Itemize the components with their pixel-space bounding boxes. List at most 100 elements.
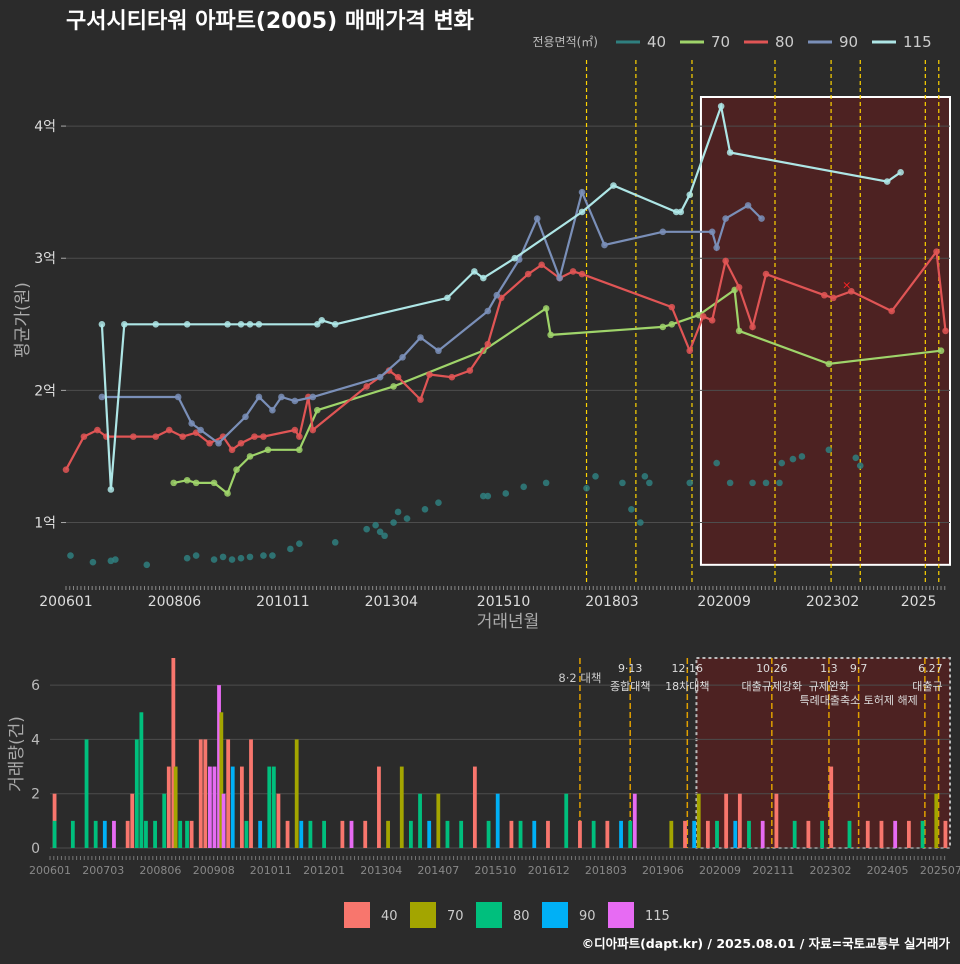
volume-bar-40: [276, 793, 281, 848]
data-point-80: [538, 261, 545, 269]
data-point-40: [637, 519, 644, 526]
policy-title-label: 종합대책: [610, 680, 650, 693]
volume-legend-label-70: 70: [447, 909, 464, 924]
data-point-80: [251, 433, 258, 440]
data-point-115: [246, 321, 254, 328]
data-point-90: [722, 215, 729, 222]
data-point-80: [228, 446, 236, 454]
data-point-40: [778, 459, 786, 467]
volume-bar-80: [271, 766, 276, 848]
chart-title: 구서시티타워 아파트(2005) 매매가격 변화: [66, 9, 474, 34]
data-point-115: [331, 321, 339, 328]
data-point-40: [435, 499, 442, 507]
data-point-90: [758, 215, 765, 222]
data-point-115: [897, 169, 904, 176]
data-point-115: [107, 486, 115, 493]
data-point-80: [578, 270, 586, 278]
volume-bar-40: [130, 793, 135, 848]
x-tick-label: 201803: [585, 594, 638, 610]
volume-bar-80: [792, 820, 797, 848]
data-point-90: [601, 241, 608, 249]
data-point-115: [883, 178, 891, 185]
y-tick-label: 3억: [34, 251, 56, 267]
y-tick-label: 1억: [34, 516, 56, 532]
data-point-70: [659, 323, 667, 331]
x-tick-label: 201304: [365, 594, 419, 610]
data-point-80: [708, 317, 716, 324]
legend-label-70: 70: [711, 33, 730, 51]
legend-title: 전용면적(㎡): [532, 35, 598, 49]
data-point-40: [363, 525, 370, 533]
data-point-40: [713, 459, 720, 467]
volume-bar-80: [847, 820, 852, 848]
data-point-115: [578, 208, 586, 216]
volume-bar-115: [217, 685, 221, 848]
data-point-90: [399, 354, 406, 361]
volume-bar-80: [70, 820, 75, 848]
volume-x-tick-label: 201612: [528, 864, 570, 877]
data-point-80: [165, 426, 173, 434]
volume-bar-115: [207, 766, 212, 848]
x-tick-label: 201011: [256, 594, 309, 610]
policy-date-label: 9·13: [618, 662, 643, 675]
volume-bar-40: [578, 820, 582, 848]
data-point-40: [776, 479, 783, 487]
volume-x-tick-label: 201407: [417, 864, 459, 877]
data-point-115: [480, 274, 487, 282]
volume-y-tick-label: 0: [31, 841, 40, 857]
y-tick-label: 4억: [34, 119, 56, 135]
data-point-80: [830, 294, 837, 302]
volume-bar-70: [696, 793, 701, 848]
volume-bar-40: [377, 766, 381, 848]
data-point-90: [533, 215, 541, 222]
data-point-70: [224, 490, 231, 497]
volume-bar-80: [185, 820, 189, 848]
volume-legend-label-80: 80: [513, 909, 530, 924]
data-point-40: [296, 540, 303, 547]
data-point-115: [717, 102, 725, 110]
data-point-40: [686, 479, 694, 487]
volume-y-tick-label: 6: [31, 678, 40, 694]
volume-x-tick-label: 201906: [642, 864, 684, 877]
policy-title-label: 대출규: [912, 680, 942, 693]
data-point-70: [825, 360, 833, 368]
data-point-80: [206, 439, 213, 447]
policy-date-label: 10.26: [756, 662, 788, 675]
volume-bar-115: [212, 766, 217, 848]
data-point-90: [188, 420, 195, 427]
data-point-115: [237, 321, 245, 328]
data-point-40: [381, 532, 388, 540]
data-point-80: [448, 373, 456, 381]
y-tick-label: 2억: [34, 383, 56, 399]
x-tick-label: 200806: [148, 594, 202, 610]
data-point-90: [278, 393, 285, 401]
data-point-115: [471, 268, 478, 275]
data-point-115: [318, 317, 326, 324]
policy-date-label: 9·7: [850, 662, 868, 675]
data-point-40: [726, 479, 734, 487]
volume-bar-40: [472, 766, 477, 848]
data-point-40: [269, 552, 276, 559]
volume-y-tick-label: 4: [31, 732, 40, 748]
data-point-115: [255, 321, 263, 328]
volume-bar-80: [52, 820, 57, 848]
volume-bar-80: [153, 820, 157, 848]
volume-bar-40: [546, 820, 550, 848]
data-point-90: [309, 393, 317, 401]
policy-date-label: 8·2 대책: [558, 671, 601, 685]
series-line-90: [101, 188, 763, 445]
volume-bar-80: [144, 820, 148, 848]
data-point-70: [390, 383, 397, 390]
data-point-80: [152, 433, 160, 440]
volume-bar-80: [308, 820, 313, 848]
data-point-40: [112, 556, 119, 563]
data-point-90: [659, 228, 667, 236]
volume-bar-70: [173, 766, 178, 848]
volume-bar-80: [486, 820, 491, 848]
volume-bar-40: [774, 793, 779, 848]
data-point-80: [466, 367, 474, 374]
volume-legend-label-40: 40: [381, 909, 398, 924]
data-point-40: [89, 558, 97, 566]
data-point-80: [260, 433, 267, 440]
data-point-40: [228, 556, 236, 563]
